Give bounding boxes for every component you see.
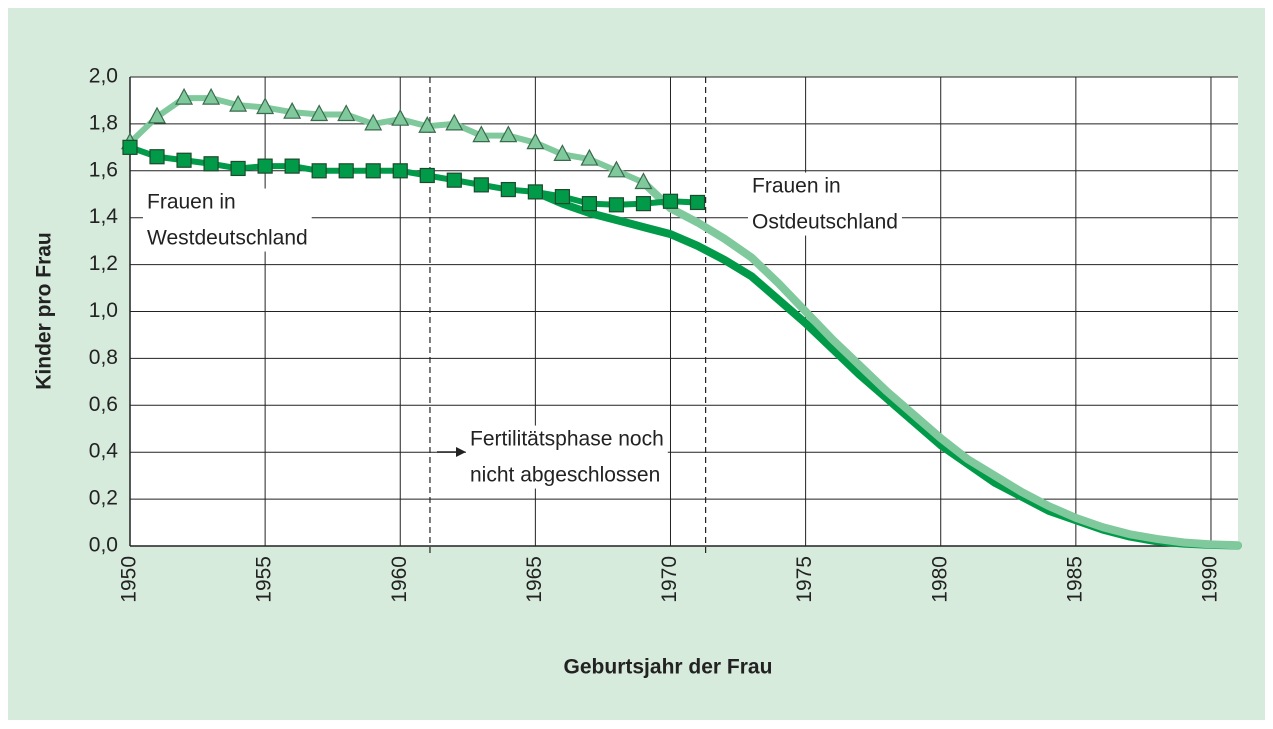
- triangle-marker: [175, 87, 194, 105]
- annotation-background: [466, 425, 668, 489]
- annotation-background: [143, 188, 312, 252]
- y-tick-label: 1,2: [89, 252, 118, 275]
- triangle-marker: [229, 94, 248, 112]
- plot-layer: 0,0 0,2 0,4 0,6 0,8 1,0 1,2 1,4 1,6 1,8 2,0 1950 195…: [89, 65, 1242, 603]
- triangle-marker: [526, 132, 545, 150]
- triangle-marker: [283, 101, 302, 119]
- y-tick-label: 2,0: [89, 65, 118, 88]
- annotation-text: Frauen in: [147, 191, 236, 214]
- triangle-marker: [472, 125, 491, 143]
- annotation: Frauen in Westdeutschland: [143, 188, 312, 252]
- square-marker: [473, 177, 489, 193]
- annotation: Frauen in Ostdeutschland: [748, 172, 902, 236]
- x-tick-label: 1965: [523, 556, 546, 603]
- annotation-text: Westdeutschland: [147, 227, 308, 250]
- square-marker: [149, 149, 165, 165]
- triangle-marker: [553, 144, 572, 161]
- square-marker: [365, 163, 381, 179]
- x-tick-label: 1985: [1063, 556, 1086, 603]
- triangle-marker: [202, 87, 221, 105]
- square-marker: [257, 158, 273, 174]
- annotation: Fertilitätsphase noch nicht abgeschlossen: [466, 425, 668, 489]
- triangle-marker: [607, 160, 626, 178]
- annotation-text: nicht abgeschlossen: [470, 464, 660, 487]
- annotation-text: Ostdeutschland: [752, 211, 898, 234]
- square-marker: [581, 196, 598, 212]
- triangle-marker: [634, 172, 653, 190]
- x-tick-label: 1950: [118, 556, 141, 603]
- y-tick-label: 0,4: [89, 440, 119, 463]
- x-tick-label: 1955: [253, 556, 276, 603]
- x-tick-label: 1970: [658, 556, 681, 603]
- arrow-head: [456, 447, 466, 457]
- square-marker: [230, 160, 246, 177]
- triangle-marker: [580, 148, 599, 166]
- square-marker: [446, 172, 462, 188]
- square-marker: [284, 158, 300, 174]
- triangle-marker: [148, 106, 167, 124]
- square-marker: [392, 163, 408, 179]
- x-tick-label: 1960: [388, 556, 411, 603]
- x-axis-title: Geburtsjahr der Frau: [564, 656, 773, 679]
- triangle-marker: [391, 108, 410, 126]
- triangle-marker: [337, 104, 356, 122]
- triangle-marker: [310, 104, 329, 122]
- square-marker: [311, 163, 327, 179]
- y-tick-label: 1,8: [89, 111, 118, 134]
- triangle-marker: [418, 115, 437, 133]
- square-marker: [527, 184, 543, 200]
- square-marker: [176, 152, 192, 168]
- y-tick-label: 0,6: [89, 393, 118, 416]
- y-axis-title: Kinder pro Frau: [33, 232, 56, 390]
- triangle-marker: [499, 125, 518, 143]
- x-tick-label: 1975: [793, 556, 816, 603]
- square-marker: [608, 197, 625, 213]
- square-marker: [419, 167, 435, 184]
- y-tick-label: 1,0: [89, 299, 118, 322]
- triangle-marker: [445, 113, 464, 131]
- x-tick-label: 1980: [928, 556, 951, 603]
- triangle-marker: [256, 97, 275, 115]
- y-tick-label: 1,6: [89, 158, 118, 181]
- y-tick-label: 0,0: [89, 534, 118, 557]
- y-tick-label: 0,2: [89, 487, 118, 510]
- annotation-background: [748, 172, 902, 236]
- square-marker: [554, 188, 570, 205]
- annotation-text: Frauen in: [752, 175, 841, 198]
- series-line: [127, 144, 701, 208]
- square-marker: [203, 156, 219, 172]
- square-marker: [662, 193, 679, 209]
- square-marker: [338, 163, 354, 179]
- square-marker: [689, 194, 706, 211]
- square-marker: [122, 139, 138, 155]
- triangle-marker: [364, 113, 383, 131]
- annotation-text: Fertilitätsphase noch: [470, 428, 664, 451]
- y-tick-label: 1,4: [89, 205, 119, 228]
- series-line: [639, 178, 1242, 550]
- x-tick-label: 1990: [1199, 556, 1222, 603]
- y-tick-label: 0,8: [89, 346, 118, 369]
- square-marker: [500, 181, 516, 198]
- square-marker: [635, 196, 652, 212]
